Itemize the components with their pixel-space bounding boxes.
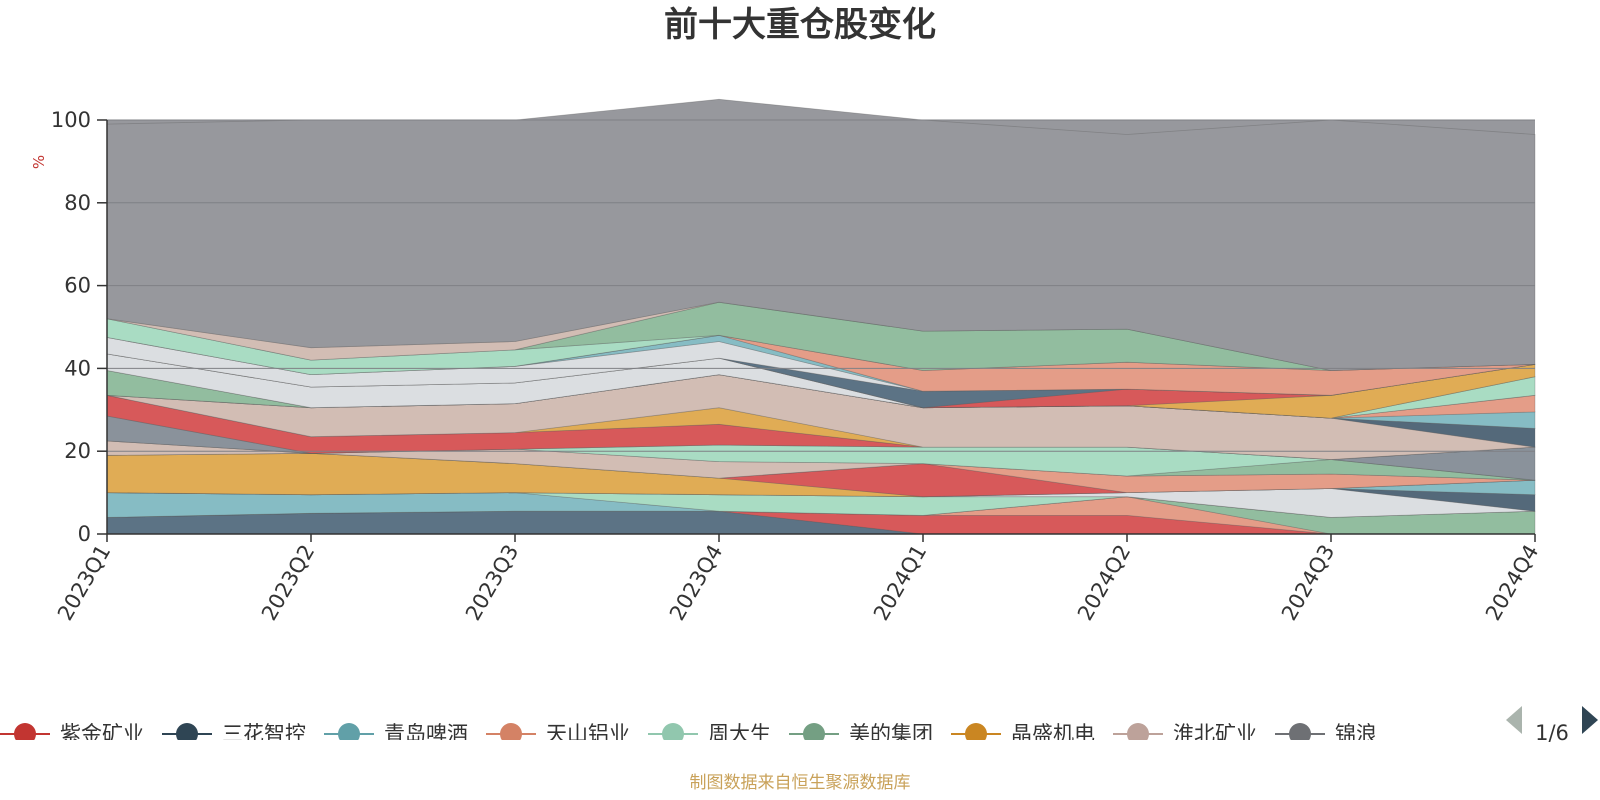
legend-items: 紫金矿业 三花智控 青岛啤酒 天山铝业 周大生 美的集团 晶盛机电 淮北矿业 锦浪 [0, 722, 1377, 746]
x-tick-label: 2024Q2 [1073, 541, 1135, 625]
legend-label: 周大生 [708, 722, 771, 746]
legend-circle-marker [662, 723, 684, 740]
y-tick-label: 60 [64, 274, 91, 298]
x-tick-label: 2023Q2 [257, 541, 319, 625]
y-tick-label: 0 [78, 522, 91, 546]
legend-label: 美的集团 [849, 722, 933, 746]
legend-prev-icon[interactable] [1506, 706, 1522, 734]
legend-circle-marker [965, 723, 987, 740]
legend-page-indicator: 1/6 [1535, 721, 1569, 745]
x-tick-label: 2023Q1 [53, 541, 115, 625]
legend-label: 三花智控 [222, 722, 306, 746]
legend-next-icon[interactable] [1582, 706, 1598, 734]
legend-item[interactable]: 锦浪 [1275, 722, 1377, 746]
legend-circle-marker [803, 723, 825, 740]
legend-item[interactable]: 紫金矿业 [0, 722, 144, 746]
y-tick-label: 100 [51, 108, 91, 132]
legend-pager: 1/6 [1506, 706, 1598, 745]
legend: 紫金矿业 三花智控 青岛啤酒 天山铝业 周大生 美的集团 晶盛机电 淮北矿业 锦浪 [0, 722, 1377, 746]
area-series-34[interactable] [106, 98, 1536, 371]
x-axis: 2023Q1 2023Q2 2023Q3 2023Q4 2024Q1 2024Q2 2024… [53, 533, 1543, 625]
y-axis: 0 20 40 60 80 100 [51, 108, 108, 546]
y-tick-label: 80 [64, 191, 91, 215]
legend-circle-marker [176, 723, 198, 740]
legend-label: 紫金矿业 [60, 722, 144, 746]
legend-circle-marker [500, 723, 522, 740]
legend-item[interactable]: 青岛啤酒 [324, 722, 468, 746]
chart-title: 前十大重仓股变化 [664, 5, 936, 45]
legend-item[interactable]: 周大生 [648, 722, 771, 746]
x-tick-label: 2024Q3 [1277, 541, 1339, 625]
legend-circle-marker [338, 723, 360, 740]
legend-circle-marker [1127, 723, 1149, 740]
x-tick-label: 2023Q3 [461, 541, 523, 625]
legend-item[interactable]: 晶盛机电 [951, 722, 1095, 746]
legend-label: 淮北矿业 [1173, 722, 1257, 746]
x-tick-label: 2024Q1 [869, 541, 931, 625]
gridlines [107, 119, 1535, 452]
legend-label: 晶盛机电 [1011, 722, 1095, 746]
y-tick-label: 40 [64, 356, 91, 380]
y-axis-unit: % [30, 155, 48, 169]
legend-label: 青岛啤酒 [384, 722, 468, 746]
legend-label: 锦浪 [1335, 722, 1377, 746]
x-tick-label: 2024Q4 [1481, 541, 1543, 625]
data-source-note: 制图数据来自恒生聚源数据库 [690, 773, 911, 793]
legend-item[interactable]: 淮北矿业 [1113, 722, 1257, 746]
legend-item[interactable]: 美的集团 [789, 722, 933, 746]
legend-circle-marker [14, 723, 36, 740]
legend-item[interactable]: 天山铝业 [486, 722, 630, 746]
x-tick-label: 2023Q4 [665, 541, 727, 625]
legend-item[interactable]: 三花智控 [162, 722, 306, 746]
legend-circle-marker [1289, 723, 1311, 740]
y-tick-label: 20 [64, 439, 91, 463]
stacked-areas [106, 98, 1536, 535]
legend-label: 天山铝业 [546, 722, 630, 746]
